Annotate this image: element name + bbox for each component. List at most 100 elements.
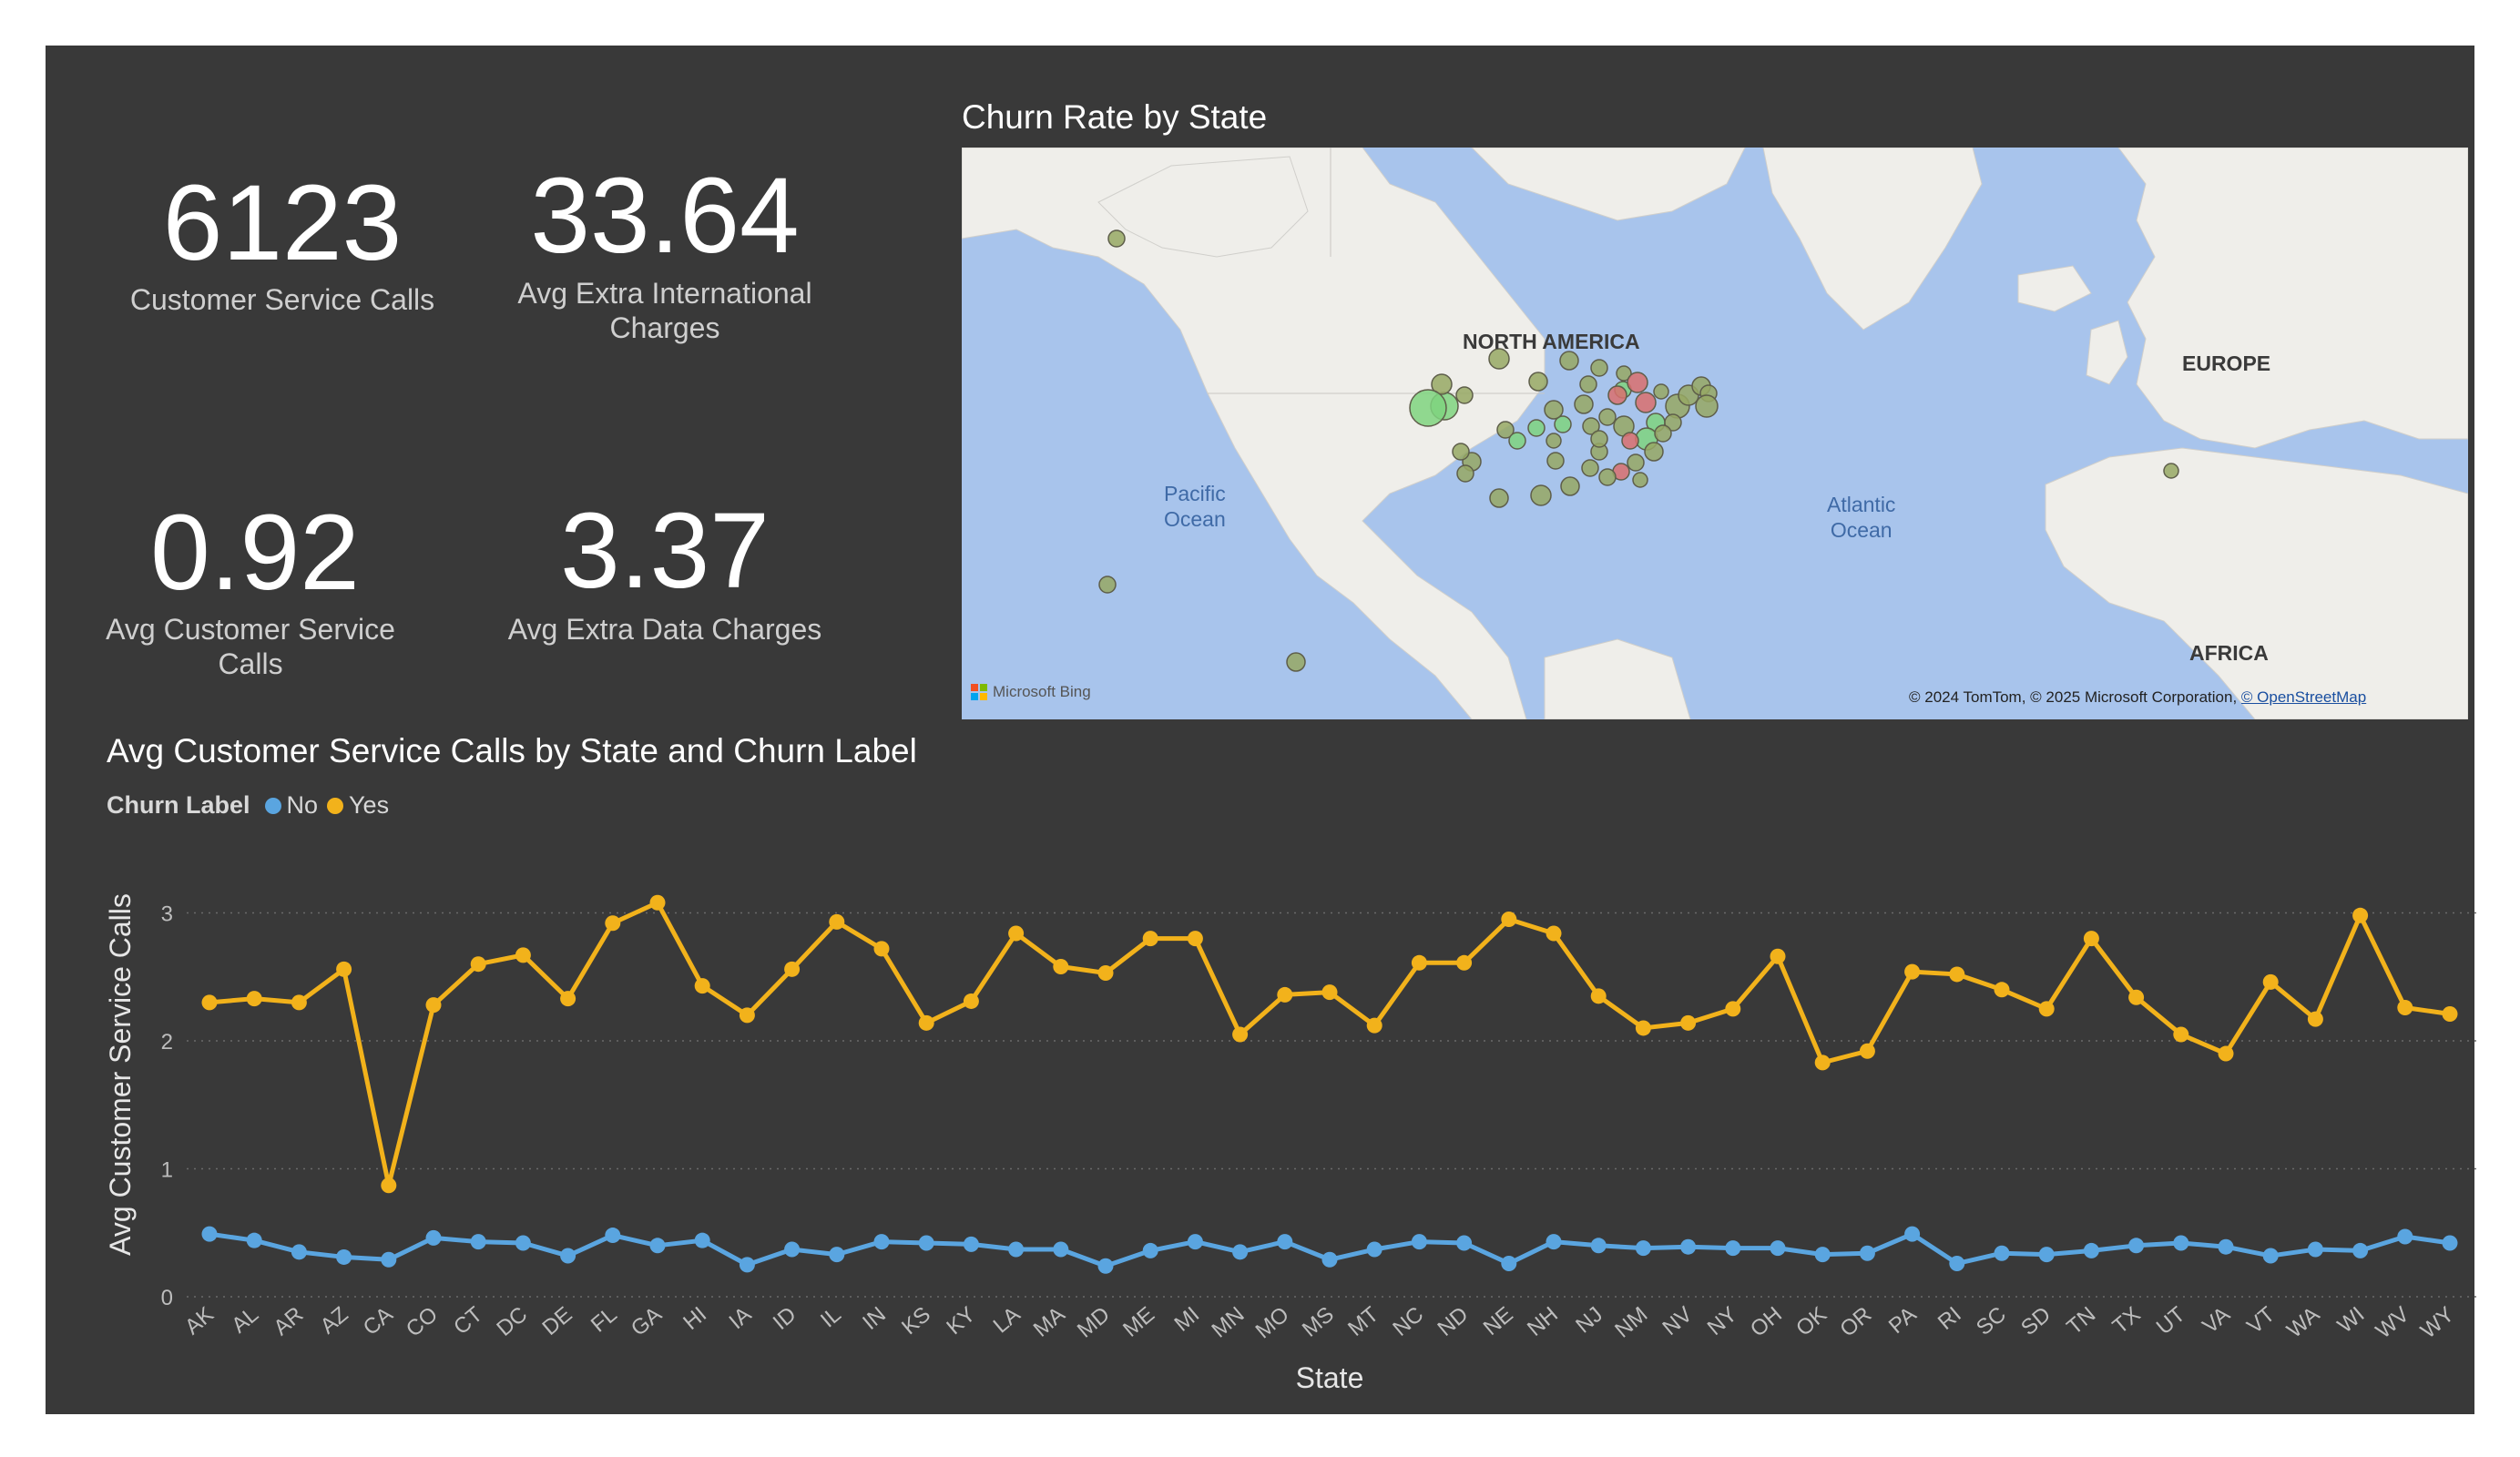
data-point-yes[interactable] xyxy=(649,894,666,911)
state-bubble[interactable] xyxy=(1654,424,1672,443)
data-point-no[interactable] xyxy=(1501,1255,1517,1271)
data-point-yes[interactable] xyxy=(2442,1005,2458,1022)
data-point-yes[interactable] xyxy=(515,947,531,963)
data-point-yes[interactable] xyxy=(963,993,979,1009)
data-point-no[interactable] xyxy=(1725,1240,1741,1257)
state-bubble[interactable] xyxy=(1455,386,1474,404)
state-bubble[interactable] xyxy=(1431,373,1453,395)
data-point-no[interactable] xyxy=(1546,1234,1562,1250)
data-point-yes[interactable] xyxy=(1859,1043,1875,1059)
state-bubble[interactable] xyxy=(1530,484,1552,506)
data-point-no[interactable] xyxy=(1277,1234,1293,1250)
state-bubble[interactable] xyxy=(1409,389,1447,427)
data-point-no[interactable] xyxy=(649,1238,666,1254)
data-point-yes[interactable] xyxy=(784,961,801,977)
state-bubble[interactable] xyxy=(1621,432,1639,450)
data-point-yes[interactable] xyxy=(2173,1026,2189,1043)
data-point-yes[interactable] xyxy=(1277,986,1293,1003)
data-point-yes[interactable] xyxy=(2128,989,2145,1005)
data-point-no[interactable] xyxy=(2352,1242,2369,1258)
data-point-yes[interactable] xyxy=(1142,931,1158,947)
data-point-no[interactable] xyxy=(1590,1238,1607,1254)
data-point-no[interactable] xyxy=(2083,1242,2099,1258)
data-point-no[interactable] xyxy=(1994,1245,2010,1261)
data-point-no[interactable] xyxy=(873,1234,890,1250)
state-bubble[interactable] xyxy=(1544,400,1564,420)
data-point-no[interactable] xyxy=(515,1235,531,1251)
data-point-yes[interactable] xyxy=(201,994,218,1011)
data-point-no[interactable] xyxy=(2218,1238,2234,1255)
data-point-yes[interactable] xyxy=(1904,963,1921,980)
data-point-no[interactable] xyxy=(2307,1241,2323,1258)
data-point-no[interactable] xyxy=(829,1247,845,1263)
data-point-yes[interactable] xyxy=(1232,1026,1249,1043)
data-point-yes[interactable] xyxy=(381,1177,397,1194)
data-point-yes[interactable] xyxy=(2352,907,2369,923)
data-point-no[interactable] xyxy=(470,1234,486,1250)
data-point-yes[interactable] xyxy=(694,978,710,994)
data-point-yes[interactable] xyxy=(605,915,621,932)
data-point-yes[interactable] xyxy=(829,913,845,930)
data-point-no[interactable] xyxy=(605,1228,621,1244)
state-bubble[interactable] xyxy=(1574,394,1594,414)
state-bubble[interactable] xyxy=(1456,464,1474,483)
state-bubble[interactable] xyxy=(1590,430,1608,448)
data-point-yes[interactable] xyxy=(1097,965,1114,982)
data-point-yes[interactable] xyxy=(1994,982,2010,998)
data-point-no[interactable] xyxy=(1366,1241,1382,1258)
data-point-yes[interactable] xyxy=(246,991,262,1007)
data-point-no[interactable] xyxy=(2442,1235,2458,1251)
data-point-no[interactable] xyxy=(739,1257,755,1273)
data-point-yes[interactable] xyxy=(1770,948,1786,964)
data-point-yes[interactable] xyxy=(1187,931,1203,947)
data-point-yes[interactable] xyxy=(2397,999,2413,1015)
state-bubble[interactable] xyxy=(1582,417,1600,435)
osm-link[interactable]: © OpenStreetMap xyxy=(2240,688,2367,706)
state-bubble[interactable] xyxy=(1607,385,1627,405)
data-point-yes[interactable] xyxy=(1949,966,1965,983)
state-bubble[interactable] xyxy=(1098,576,1117,594)
state-bubble[interactable] xyxy=(1598,468,1617,486)
data-point-no[interactable] xyxy=(1635,1240,1651,1257)
data-point-yes[interactable] xyxy=(1366,1017,1382,1034)
data-point-no[interactable] xyxy=(1187,1234,1203,1250)
data-point-no[interactable] xyxy=(2397,1228,2413,1245)
state-bubble[interactable] xyxy=(1508,432,1526,450)
data-point-no[interactable] xyxy=(336,1248,352,1265)
data-point-yes[interactable] xyxy=(1321,984,1338,1001)
state-bubble[interactable] xyxy=(1627,372,1648,393)
state-bubble[interactable] xyxy=(1616,365,1632,382)
data-point-no[interactable] xyxy=(425,1229,442,1246)
data-point-no[interactable] xyxy=(1053,1241,1069,1258)
legend-item-no[interactable]: No xyxy=(264,791,318,820)
data-point-yes[interactable] xyxy=(560,991,576,1007)
data-point-no[interactable] xyxy=(560,1248,576,1264)
state-bubble[interactable] xyxy=(1632,472,1648,488)
state-bubble[interactable] xyxy=(1581,459,1599,477)
state-bubble[interactable] xyxy=(1653,383,1669,400)
data-point-yes[interactable] xyxy=(291,994,307,1011)
data-point-no[interactable] xyxy=(1232,1244,1249,1260)
data-point-no[interactable] xyxy=(1321,1251,1338,1268)
data-point-no[interactable] xyxy=(1949,1255,1965,1271)
data-point-yes[interactable] xyxy=(1590,988,1607,1004)
data-point-yes[interactable] xyxy=(2083,931,2099,947)
data-point-no[interactable] xyxy=(1411,1234,1427,1250)
data-point-yes[interactable] xyxy=(1546,925,1562,942)
data-point-yes[interactable] xyxy=(1411,954,1427,971)
state-bubble[interactable] xyxy=(1560,476,1580,496)
state-bubble[interactable] xyxy=(1546,452,1565,470)
data-point-yes[interactable] xyxy=(1008,925,1025,942)
data-point-yes[interactable] xyxy=(1635,1020,1651,1036)
state-bubble[interactable] xyxy=(1286,652,1306,672)
data-point-yes[interactable] xyxy=(470,956,486,973)
data-point-no[interactable] xyxy=(2173,1235,2189,1251)
data-point-yes[interactable] xyxy=(425,997,442,1014)
state-bubbles[interactable] xyxy=(1098,229,2179,672)
state-bubble[interactable] xyxy=(1452,443,1470,461)
data-point-yes[interactable] xyxy=(918,1014,934,1031)
state-bubble[interactable] xyxy=(1488,348,1510,370)
data-point-no[interactable] xyxy=(1814,1247,1831,1263)
data-point-yes[interactable] xyxy=(2218,1045,2234,1062)
data-point-no[interactable] xyxy=(918,1235,934,1251)
